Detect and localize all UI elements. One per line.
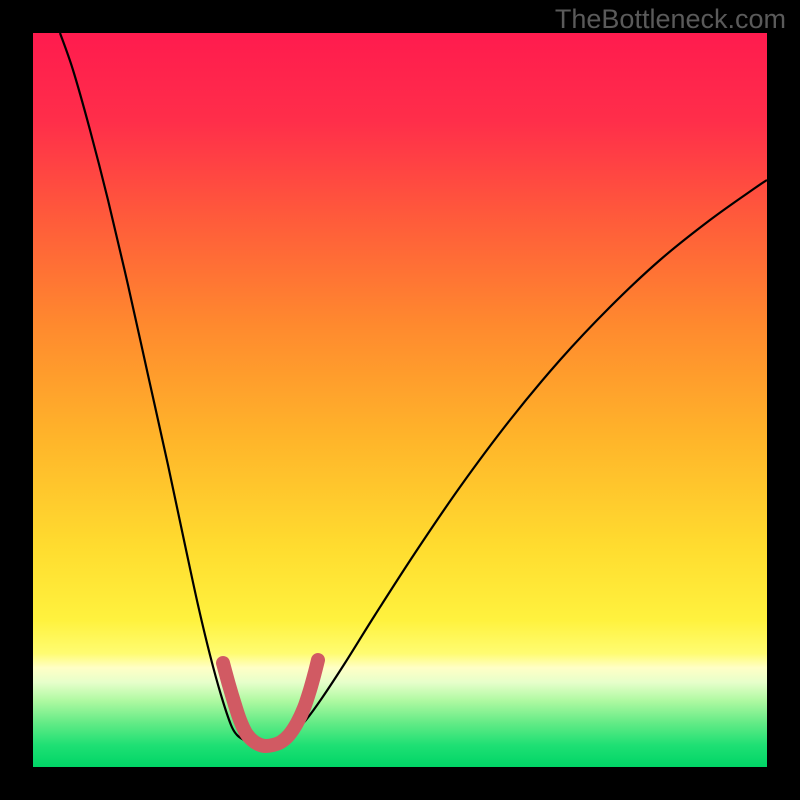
gradient-background: [33, 33, 767, 767]
bottleneck-chart: [0, 0, 800, 800]
watermark-text: TheBottleneck.com: [555, 4, 786, 35]
